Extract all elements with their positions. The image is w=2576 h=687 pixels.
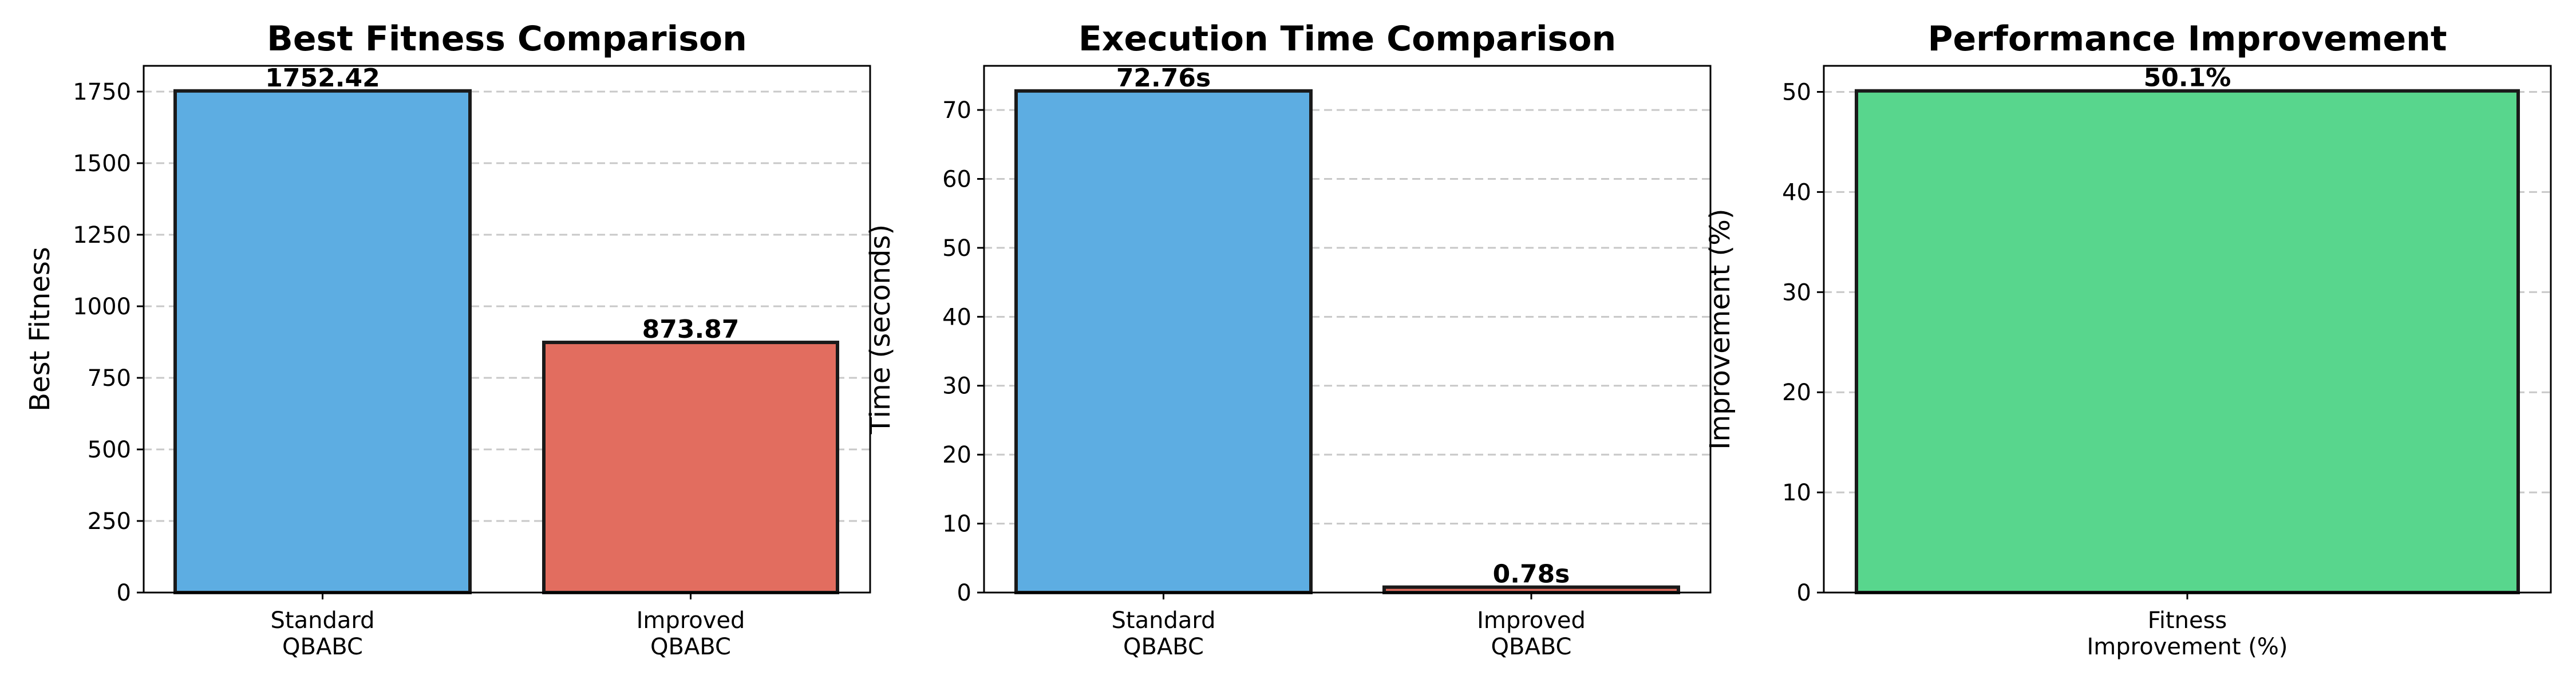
y-tick-label: 10 [1782, 480, 1811, 506]
y-tick-label: 0 [1797, 580, 1811, 606]
data-label: 50.1% [2144, 64, 2231, 93]
x-tick-label: Improved [637, 607, 745, 634]
y-tick-label: 250 [88, 508, 131, 535]
x-tick-label: Improved [1477, 607, 1586, 634]
y-tick-label: 50 [1782, 79, 1811, 105]
axes-frame [143, 65, 871, 594]
data-label: 72.76s [1116, 64, 1211, 93]
y-tick-label: 40 [942, 304, 971, 330]
y-tick-label: 40 [1782, 179, 1811, 206]
data-label: 1752.42 [265, 64, 380, 93]
chart-panel-1: 1752.42 873.87 0 250 500 750 1000 1250 1500 1750 S… [24, 19, 871, 660]
y-tick-label: 20 [942, 442, 971, 468]
y-tick-label: 500 [88, 437, 131, 463]
bar [542, 341, 839, 594]
bar [1014, 89, 1313, 594]
y-tick-label: 1250 [73, 222, 131, 248]
bar [173, 89, 472, 595]
x-tick-label: Standard [1112, 607, 1216, 634]
x-tick-label: QBABC [1123, 634, 1204, 660]
axes-frame [983, 65, 1712, 594]
y-axis-label: Best Fitness [24, 247, 56, 412]
y-tick-label: 20 [1782, 380, 1811, 406]
x-tick-label: Standard [271, 607, 375, 634]
y-tick-label: 0 [957, 580, 971, 606]
x-tick-label: QBABC [282, 634, 363, 660]
x-tick-label: Fitness [2148, 607, 2227, 634]
y-tick-label: 60 [942, 166, 971, 192]
chart-panel-2: 72.76s0.78s010203040506070StandardQBABCI… [864, 19, 1712, 660]
data-label: 873.87 [642, 315, 740, 344]
y-tick-label: 50 [942, 235, 971, 262]
y-axis-label: Improvement (%) [1704, 208, 1736, 449]
chart-title: Execution Time Comparison [1078, 19, 1616, 59]
y-tick-label: 30 [942, 373, 971, 400]
x-tick-label: QBABC [1491, 634, 1572, 660]
bar [1855, 89, 2520, 594]
chart-title: Best Fitness Comparison [267, 19, 747, 59]
y-tick-label: 30 [1782, 279, 1811, 306]
y-tick-label: 70 [942, 97, 971, 124]
x-tick-label: Improvement (%) [2087, 634, 2287, 660]
y-tick-label: 1750 [73, 79, 131, 105]
data-label: 0.78s [1493, 560, 1570, 589]
y-tick-label: 10 [942, 511, 971, 538]
y-tick-label: 750 [88, 365, 131, 392]
y-tick-label: 1000 [73, 294, 131, 320]
x-tick-label: QBABC [650, 634, 731, 660]
y-tick-label: 1500 [73, 151, 131, 177]
y-tick-label: 0 [117, 580, 131, 606]
chart-title: Performance Improvement [1927, 19, 2447, 59]
y-axis-label: Time (seconds) [864, 224, 896, 435]
